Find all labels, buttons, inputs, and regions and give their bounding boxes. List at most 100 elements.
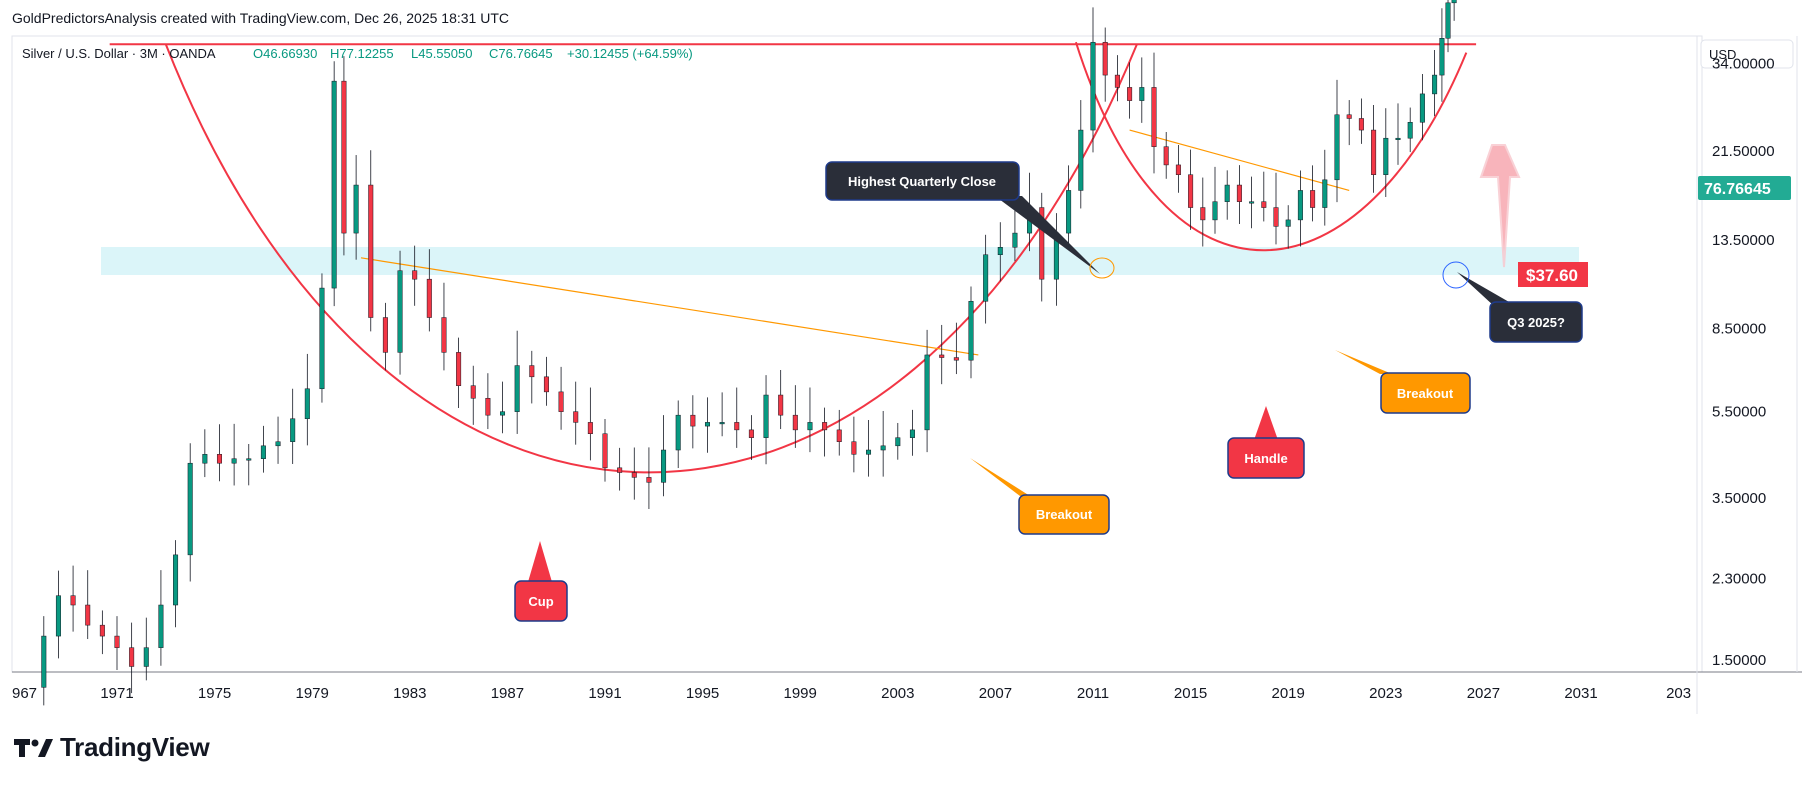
cup-neckline	[360, 257, 979, 356]
candle-body	[1114, 74, 1120, 88]
candle	[1432, 50, 1438, 117]
candle	[231, 423, 237, 486]
candle-body	[1322, 179, 1328, 208]
candle-body	[246, 458, 252, 461]
candle-body	[573, 411, 579, 423]
candle	[331, 61, 337, 307]
candle	[382, 302, 388, 371]
level-label: $37.60	[1526, 266, 1578, 285]
time-tick-label: 203	[1666, 685, 1691, 702]
candle-body	[778, 394, 784, 416]
candle-body	[997, 247, 1003, 255]
candle	[602, 419, 608, 482]
price-axis[interactable]: 180.00000120.0000050.0000034.0000021.500…	[1712, 0, 1783, 669]
candle-body	[646, 477, 652, 483]
candle-body	[290, 418, 296, 442]
candle	[1053, 213, 1059, 306]
callout-highest-close	[825, 161, 1020, 201]
candle-body	[748, 429, 754, 438]
candle-body	[807, 422, 813, 431]
candle	[341, 56, 347, 256]
candle-body	[441, 317, 447, 353]
candle	[1200, 177, 1206, 247]
candle	[1383, 108, 1389, 197]
candle	[895, 422, 901, 460]
candle	[543, 356, 549, 406]
candle-body	[1371, 129, 1377, 175]
time-tick-label: 2011	[1077, 685, 1109, 702]
price-tick-label: 34.00000	[1712, 55, 1775, 72]
candle	[1175, 144, 1181, 193]
candle	[1188, 149, 1194, 230]
currency-box[interactable]	[1700, 39, 1794, 69]
highlight-q3-2025	[1442, 261, 1470, 289]
legend-low: L45.55050	[411, 46, 472, 61]
candle	[397, 250, 403, 375]
candle	[1310, 165, 1316, 222]
candle-body	[456, 352, 462, 386]
time-axis[interactable]: 967 1971 1975 1979 1983 1987 1991 1995 1999 2003 2…	[12, 685, 1691, 702]
candle-body	[836, 429, 842, 442]
candle-body	[368, 184, 374, 318]
candle-body	[1236, 184, 1242, 202]
candle-body	[1078, 129, 1084, 191]
candle	[99, 610, 105, 655]
candle-body	[1188, 174, 1194, 208]
tradingview-logo[interactable]: TradingView	[14, 732, 210, 763]
callout-breakout-1	[1018, 494, 1110, 535]
time-tick-label: 2003	[881, 685, 914, 702]
candle-body	[792, 414, 798, 431]
candle-body	[1358, 118, 1364, 131]
callout-pointer-breakout-1	[970, 458, 1030, 496]
candle	[470, 365, 476, 425]
candle	[1151, 52, 1157, 174]
cup-curve	[164, 43, 1138, 474]
candle-body	[704, 422, 710, 427]
candle	[1249, 176, 1255, 229]
candle-body	[895, 437, 901, 447]
candle-body	[1451, 0, 1457, 4]
time-tick-label: 2031	[1564, 685, 1597, 702]
candle	[1285, 205, 1291, 249]
candle	[763, 375, 769, 465]
time-tick-label: 1995	[686, 685, 719, 702]
callout-highest-close-text: Highest Quarterly Close	[848, 174, 996, 189]
candle-body	[514, 365, 520, 412]
candle-body	[1273, 207, 1279, 227]
candle-body	[143, 647, 149, 667]
candle-body	[1151, 87, 1157, 147]
candle-body	[822, 422, 828, 431]
candle	[55, 570, 61, 659]
candle-body	[1407, 122, 1413, 139]
time-tick-label: 1975	[198, 685, 231, 702]
candle	[41, 616, 47, 706]
callout-q3-2025	[1489, 301, 1583, 343]
candle-body	[675, 414, 681, 451]
candle	[953, 322, 959, 375]
candle-body	[1200, 207, 1206, 221]
candle	[1078, 100, 1084, 209]
candle	[909, 409, 915, 456]
candle	[704, 397, 710, 453]
candle	[1346, 100, 1352, 146]
candle	[85, 570, 91, 640]
candle-body	[1066, 190, 1072, 234]
highlight-2011-close	[1089, 257, 1115, 279]
candle	[1445, 0, 1451, 53]
candle-body	[719, 422, 725, 425]
candle-body	[734, 422, 740, 431]
candle-body	[924, 354, 930, 431]
candle	[587, 387, 593, 461]
candle-body	[216, 454, 222, 464]
callout-pointer-q3	[1457, 272, 1516, 306]
candle-body	[953, 357, 959, 361]
candle	[304, 353, 310, 446]
candle-body	[1090, 41, 1096, 131]
candle	[1114, 55, 1120, 102]
candle	[690, 395, 696, 449]
time-tick-label: 1991	[588, 685, 621, 702]
time-tick-label: 1987	[491, 685, 524, 702]
candle	[1212, 166, 1218, 234]
price-tick-label: 13.50000	[1712, 232, 1775, 249]
